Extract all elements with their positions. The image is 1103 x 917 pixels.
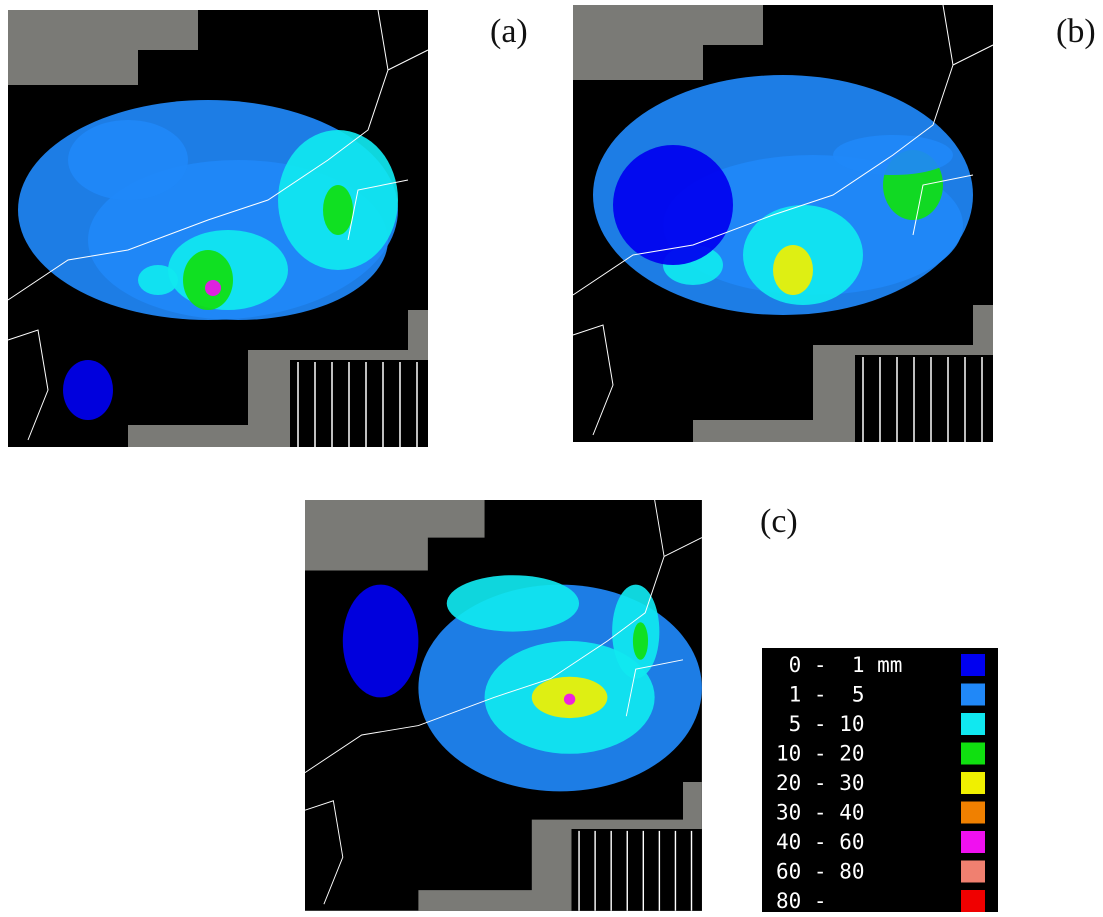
rain-area xyxy=(183,250,233,310)
rain-area xyxy=(63,360,113,420)
legend-swatch xyxy=(961,772,985,794)
legend-swatch xyxy=(961,801,985,824)
rain-area xyxy=(773,245,813,295)
legend-swatch xyxy=(961,890,985,912)
rain-area xyxy=(342,584,419,698)
rain-area xyxy=(138,265,178,295)
coastline xyxy=(7,9,429,441)
radar-panel-b xyxy=(572,4,994,442)
legend-swatch xyxy=(961,654,985,676)
legend-swatch xyxy=(961,860,985,883)
radar-panel-a xyxy=(7,9,429,447)
legend-label: 30 - 40 xyxy=(776,801,865,825)
radar-panel-c xyxy=(304,499,703,911)
legend-label: 20 - 30 xyxy=(776,771,865,795)
coastline xyxy=(304,499,703,905)
rain-area xyxy=(323,185,353,235)
legend: 0 - 1 mm 1 - 5 5 - 10 10 - 20 20 - 30 30 - … xyxy=(776,653,985,913)
rain-area xyxy=(68,120,188,200)
rain-area xyxy=(205,280,221,296)
no-data xyxy=(573,5,763,80)
panel-label: (c) xyxy=(760,503,798,540)
legend-label: 80 - xyxy=(776,889,827,912)
rain-area xyxy=(632,622,649,660)
no-data xyxy=(305,500,485,571)
legend-swatch xyxy=(961,831,985,853)
panel-box xyxy=(855,355,993,442)
rain-area xyxy=(613,145,733,265)
no-data xyxy=(8,10,198,85)
panel-box xyxy=(571,829,702,911)
rain-area xyxy=(563,693,576,705)
legend-label: 60 - 80 xyxy=(776,860,865,884)
legend-label: 5 - 10 xyxy=(776,712,865,736)
legend-swatch xyxy=(961,713,985,735)
legend-label: 10 - 20 xyxy=(776,742,865,766)
panel-label: (a) xyxy=(490,13,528,50)
legend-label: 40 - 60 xyxy=(776,830,865,854)
legend-swatch xyxy=(961,742,985,765)
legend-box xyxy=(762,648,998,912)
panel-label: (b) xyxy=(1056,13,1096,50)
rain-area xyxy=(446,575,580,632)
panel-box xyxy=(290,360,428,447)
legend-label: 0 - 1 mm xyxy=(776,653,902,677)
legend-label: 1 - 5 xyxy=(776,683,865,707)
legend-swatch xyxy=(961,683,985,706)
coastline xyxy=(572,4,994,436)
